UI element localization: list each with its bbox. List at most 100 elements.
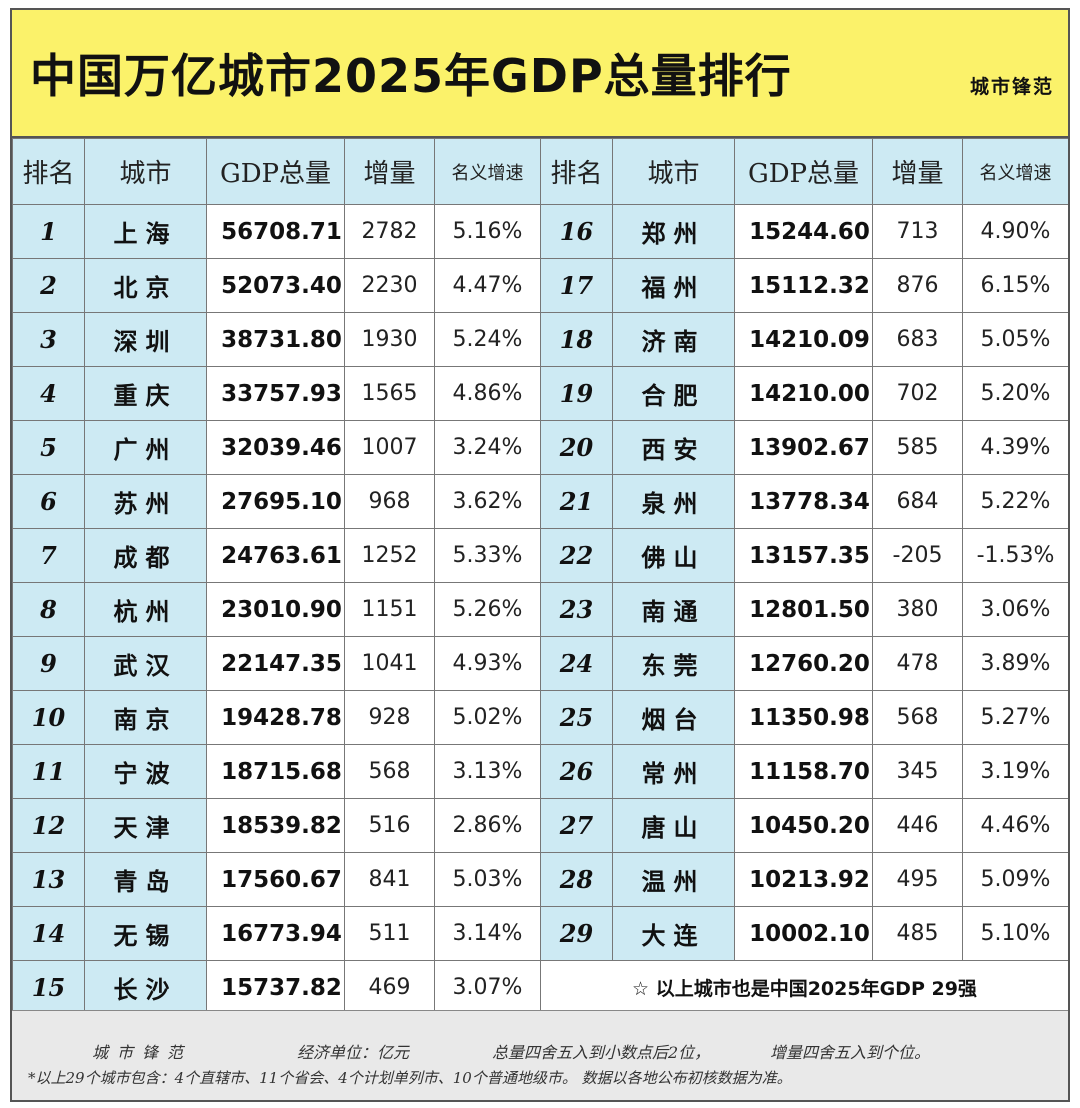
rank-cell: 4 <box>12 366 85 421</box>
ranking-card: 城市锋范 城市锋范 城市锋范 中国万亿城市2025年GDP总量排行 城市锋范 排… <box>10 8 1070 1102</box>
growth-rate-cell: 4.86% <box>434 366 541 421</box>
city-cell: 佛山 <box>612 528 735 583</box>
table-body-right: 16 郑州 15244.60 713 4.90% 17 福州 15112.32 876 6.15%… <box>540 204 1068 1015</box>
table-row: 21 泉州 13778.34 684 5.22% <box>540 474 1068 529</box>
increase-cell: 2782 <box>344 204 435 259</box>
growth-rate-cell: 5.20% <box>962 366 1068 421</box>
city-cell: 南通 <box>612 582 735 637</box>
ranking-table-right: 排名 城市 GDP总量 增量 名义增速 16 郑州 15244.60 713 4.90%… <box>540 138 1068 1015</box>
increase-cell: 478 <box>872 636 963 691</box>
increase-cell: 1252 <box>344 528 435 583</box>
table-row: 4 重庆 33757.93 1565 4.86% <box>12 366 541 421</box>
table-row: 10 南京 19428.78 928 5.02% <box>12 690 541 745</box>
increase-cell: 446 <box>872 798 963 853</box>
footer-unit: 经济单位：亿元 <box>297 1043 410 1062</box>
table-row: 9 武汉 22147.35 1041 4.93% <box>12 636 541 691</box>
city-cell: 东莞 <box>612 636 735 691</box>
increase-cell: 1565 <box>344 366 435 421</box>
rank-cell: 1 <box>12 204 85 259</box>
ranking-tables: 排名 城市 GDP总量 增量 名义增速 1 上海 56708.71 2782 5.16%… <box>12 138 1068 1015</box>
city-cell: 长沙 <box>84 960 207 1015</box>
increase-cell: 568 <box>872 690 963 745</box>
city-cell: 宁波 <box>84 744 207 799</box>
rank-cell: 26 <box>540 744 613 799</box>
city-cell: 泉州 <box>612 474 735 529</box>
gdp-cell: 18539.82 <box>206 798 345 853</box>
city-cell: 西安 <box>612 420 735 475</box>
city-cell: 无锡 <box>84 906 207 961</box>
city-cell: 福州 <box>612 258 735 313</box>
rank-cell: 11 <box>12 744 85 799</box>
page-title: 中国万亿城市2025年GDP总量排行 <box>30 49 792 103</box>
growth-rate-cell: 6.15% <box>962 258 1068 313</box>
growth-rate-cell: 5.26% <box>434 582 541 637</box>
gdp-cell: 38731.80 <box>206 312 345 367</box>
gdp-cell: 27695.10 <box>206 474 345 529</box>
growth-rate-cell: 5.03% <box>434 852 541 907</box>
table-row: 15 长沙 15737.82 469 3.07% <box>12 960 541 1015</box>
gdp-cell: 19428.78 <box>206 690 345 745</box>
header-increase: 增量 <box>872 138 963 205</box>
growth-rate-cell: 5.24% <box>434 312 541 367</box>
increase-cell: 585 <box>872 420 963 475</box>
increase-cell: 702 <box>872 366 963 421</box>
gdp-cell: 12760.20 <box>734 636 873 691</box>
rank-cell: 3 <box>12 312 85 367</box>
growth-rate-cell: 4.39% <box>962 420 1068 475</box>
table-body-left: 1 上海 56708.71 2782 5.16% 2 北京 52073.40 2230 4.47%… <box>12 204 541 1015</box>
growth-rate-cell: 4.46% <box>962 798 1068 853</box>
city-cell: 天津 <box>84 798 207 853</box>
header-gdp: GDP总量 <box>206 138 345 205</box>
increase-cell: 684 <box>872 474 963 529</box>
city-cell: 成都 <box>84 528 207 583</box>
table-row: 2 北京 52073.40 2230 4.47% <box>12 258 541 313</box>
gdp-cell: 15244.60 <box>734 204 873 259</box>
growth-rate-cell: 5.05% <box>962 312 1068 367</box>
increase-cell: 511 <box>344 906 435 961</box>
increase-cell: 485 <box>872 906 963 961</box>
table-row: 24 东莞 12760.20 478 3.89% <box>540 636 1068 691</box>
city-cell: 南京 <box>84 690 207 745</box>
footer-brand: 城市锋范 <box>92 1043 193 1062</box>
gdp-cell: 33757.93 <box>206 366 345 421</box>
city-cell: 济南 <box>612 312 735 367</box>
gdp-cell: 14210.09 <box>734 312 873 367</box>
increase-cell: 469 <box>344 960 435 1015</box>
gdp-cell: 52073.40 <box>206 258 345 313</box>
table-row: 17 福州 15112.32 876 6.15% <box>540 258 1068 313</box>
increase-cell: 1007 <box>344 420 435 475</box>
gdp-cell: 10213.92 <box>734 852 873 907</box>
footer-rounding-increase: 增量四舍五入到个位。 <box>770 1043 931 1062</box>
table-row: 25 烟台 11350.98 568 5.27% <box>540 690 1068 745</box>
header-rank: 排名 <box>12 138 85 205</box>
rank-cell: 15 <box>12 960 85 1015</box>
rank-cell: 13 <box>12 852 85 907</box>
increase-cell: 1151 <box>344 582 435 637</box>
city-cell: 青岛 <box>84 852 207 907</box>
rank-cell: 19 <box>540 366 613 421</box>
table-row: 8 杭州 23010.90 1151 5.26% <box>12 582 541 637</box>
growth-rate-cell: 5.10% <box>962 906 1068 961</box>
growth-rate-cell: 5.33% <box>434 528 541 583</box>
table-header-row: 排名 城市 GDP总量 增量 名义增速 <box>12 138 541 205</box>
rank-cell: 18 <box>540 312 613 367</box>
increase-cell: 568 <box>344 744 435 799</box>
growth-rate-cell: 4.47% <box>434 258 541 313</box>
growth-rate-cell: 3.89% <box>962 636 1068 691</box>
table-row: 16 郑州 15244.60 713 4.90% <box>540 204 1068 259</box>
gdp-cell: 11350.98 <box>734 690 873 745</box>
increase-cell: -205 <box>872 528 963 583</box>
table-row: 13 青岛 17560.67 841 5.03% <box>12 852 541 907</box>
table-row: 22 佛山 13157.35 -205 -1.53% <box>540 528 1068 583</box>
gdp-cell: 10450.20 <box>734 798 873 853</box>
gdp-cell: 22147.35 <box>206 636 345 691</box>
rank-cell: 6 <box>12 474 85 529</box>
header-city: 城市 <box>84 138 207 205</box>
table-row: 29 大连 10002.10 485 5.10% <box>540 906 1068 961</box>
gdp-cell: 13157.35 <box>734 528 873 583</box>
city-cell: 北京 <box>84 258 207 313</box>
growth-rate-cell: 5.02% <box>434 690 541 745</box>
increase-cell: 345 <box>872 744 963 799</box>
rank-cell: 7 <box>12 528 85 583</box>
gdp-cell: 15737.82 <box>206 960 345 1015</box>
